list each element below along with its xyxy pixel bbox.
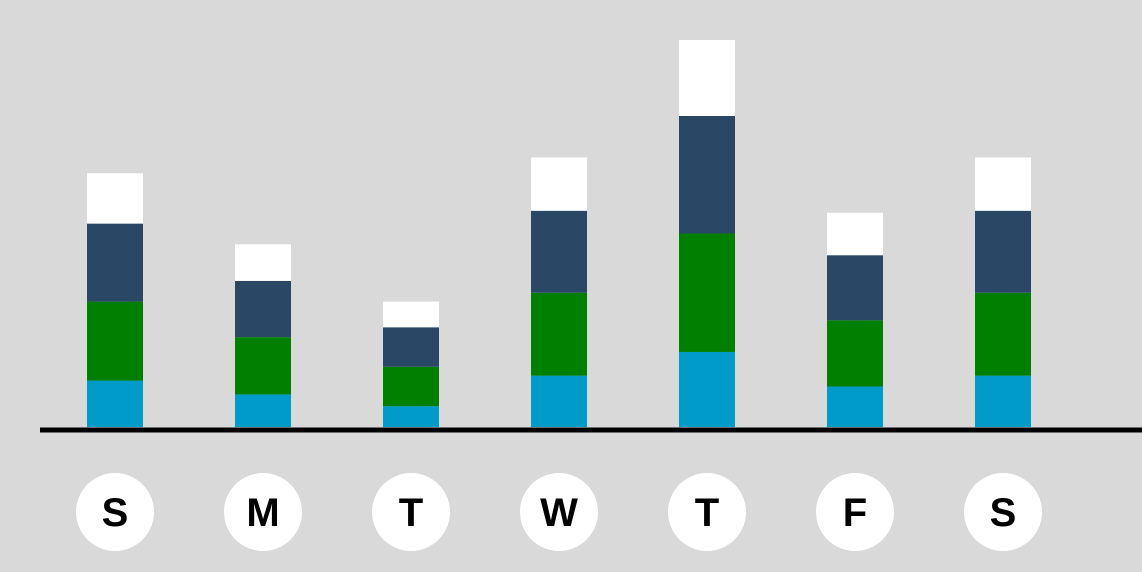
bar-segment-2-3	[235, 280, 291, 338]
bar-segment-7-4	[975, 157, 1031, 211]
bar-segment-7-3	[975, 210, 1031, 293]
bars-group	[87, 39, 1031, 427]
bar-segment-1-1	[87, 380, 143, 427]
day-label-circle-5	[668, 473, 746, 551]
day-label-circle-4	[520, 473, 598, 551]
bar-segment-7-1	[975, 375, 1031, 427]
bar-segment-3-4	[383, 301, 439, 328]
bar-segment-6-3	[827, 255, 883, 321]
bar-segment-5-4	[679, 39, 735, 116]
day-label-circle-6	[816, 473, 894, 551]
bar-segment-3-3	[383, 327, 439, 367]
bar-segment-6-2	[827, 320, 883, 387]
day-label-5: T	[695, 491, 719, 535]
bar-segment-5-2	[679, 233, 735, 352]
bar-segment-6-1	[827, 386, 883, 427]
bar-segment-1-2	[87, 301, 143, 381]
day-label-circle-7	[964, 473, 1042, 551]
day-label-7: S	[990, 491, 1017, 535]
bar-segment-6-4	[827, 212, 883, 256]
day-label-6: F	[843, 491, 867, 535]
day-label-circle-3	[372, 473, 450, 551]
day-label-1: S	[102, 491, 129, 535]
bar-segment-2-2	[235, 337, 291, 395]
bar-segment-1-3	[87, 223, 143, 302]
bar-segment-5-3	[679, 115, 735, 234]
bar-segment-2-1	[235, 394, 291, 427]
bar-segment-4-3	[531, 210, 587, 293]
day-label-3: T	[399, 491, 423, 535]
bar-segment-1-4	[87, 173, 143, 224]
bar-segment-7-2	[975, 292, 1031, 376]
bar-segment-4-1	[531, 375, 587, 427]
day-label-2: M	[246, 491, 279, 535]
bar-segment-4-4	[531, 157, 587, 211]
bar-segment-3-1	[383, 406, 439, 427]
bar-segment-2-4	[235, 244, 291, 281]
bar-segment-5-1	[679, 351, 735, 427]
bar-segment-3-2	[383, 366, 439, 407]
day-label-circle-1	[76, 473, 154, 551]
day-label-circle-2	[224, 473, 302, 551]
day-label-4: W	[540, 491, 578, 535]
bar-segment-4-2	[531, 292, 587, 376]
